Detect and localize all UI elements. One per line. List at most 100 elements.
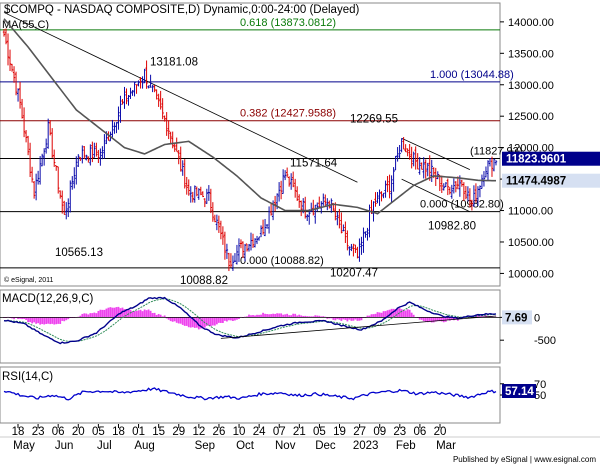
price-tag-box [502, 151, 600, 166]
macd-histogram-bar [95, 313, 98, 318]
macd-histogram-bar [167, 317, 170, 320]
macd-histogram-bar [151, 313, 154, 318]
macd-histogram-bar [254, 315, 256, 318]
macd-histogram-bar [434, 317, 437, 322]
x-tick-day: 26 [213, 426, 226, 438]
macd-histogram-bar [298, 314, 301, 318]
macd-histogram-bar [228, 317, 230, 321]
macd-histogram-bar [366, 315, 369, 318]
macd-histogram-bar [432, 317, 435, 323]
macd-histogram-bar [354, 317, 357, 320]
channel-upper-line [401, 137, 471, 171]
ma55-line [3, 18, 497, 215]
macd-histogram-bar [39, 317, 42, 325]
price-annotation: 13181.08 [150, 56, 198, 68]
macd-histogram-bar [193, 317, 196, 328]
macd-histogram-bar [440, 317, 443, 322]
macd-histogram-bar [85, 313, 88, 318]
macd-histogram-bar [316, 315, 319, 318]
macd-histogram-bar [318, 315, 321, 318]
macd-histogram-bar [223, 317, 226, 321]
macd-histogram-bar [133, 311, 136, 318]
macd-histogram-bar [215, 317, 218, 325]
macd-histogram-bar [330, 317, 333, 319]
macd-histogram-group [3, 306, 497, 330]
macd-histogram-bar [404, 310, 407, 318]
x-tick-day: 12 [192, 426, 205, 438]
macd-histogram-bar [99, 309, 102, 318]
macd-histogram-bar [388, 309, 391, 318]
price-annotation: 10207.47 [330, 267, 378, 279]
macd-histogram-bar [53, 317, 56, 325]
macd-histogram-bar [117, 306, 120, 318]
macd-histogram-bar [356, 317, 359, 321]
macd-histogram-bar [17, 317, 19, 319]
macd-histogram-bar [350, 317, 353, 321]
macd-histogram-bar [380, 312, 383, 318]
macd-histogram-bar [438, 317, 441, 322]
macd-histogram-bar [161, 316, 164, 318]
macd-histogram-bar [420, 317, 423, 320]
x-tick-day: 29 [172, 426, 185, 438]
x-tick-day: 15 [152, 426, 165, 438]
x-tick-month: Oct [236, 440, 255, 452]
macd-histogram-bar [274, 313, 277, 318]
macd-histogram-bar [408, 309, 411, 318]
macd-histogram-bar [143, 309, 146, 318]
macd-histogram-bar [207, 317, 210, 326]
macd-histogram-bar [107, 307, 110, 318]
macd-histogram-bar [179, 317, 182, 324]
macd-histogram-bar [185, 317, 188, 326]
macd-histogram-bar [91, 313, 94, 318]
macd-histogram-bar [65, 317, 68, 321]
x-tick-day: 23 [32, 426, 45, 438]
macd-histogram-bar [177, 317, 180, 324]
macd-histogram-bar [394, 308, 397, 318]
macd-histogram-bar [87, 314, 90, 318]
macd-histogram-bar [292, 313, 295, 318]
macd-histogram-bar [396, 307, 399, 318]
x-tick-month: 2023 [353, 440, 379, 452]
macd-histogram-bar [31, 317, 34, 324]
macd-histogram-bar [256, 314, 258, 318]
macd-tag-box [502, 310, 532, 325]
macd-histogram-bar [43, 317, 46, 325]
macd-histogram-bar [348, 317, 351, 320]
x-tick-month: May [13, 440, 35, 452]
price-y-tick-label: 13500.00 [508, 48, 554, 60]
x-tick-month: Jun [55, 440, 74, 452]
macd-histogram-bar [352, 317, 355, 321]
macd-histogram-bar [406, 309, 409, 318]
macd-histogram-bar [386, 310, 389, 318]
price-tag-box [502, 173, 600, 188]
x-tick-day: 21 [293, 426, 306, 438]
macd-histogram-bar [436, 317, 439, 322]
macd-histogram-bar [27, 317, 29, 323]
macd-histogram-bar [378, 312, 381, 318]
macd-histogram-bar [23, 317, 25, 319]
x-tick-day: 24 [253, 426, 266, 438]
macd-histogram-bar [191, 317, 194, 328]
macd-histogram-bar [368, 315, 371, 318]
macd-histogram-bar [79, 315, 82, 318]
macd-histogram-bar [83, 313, 86, 318]
macd-histogram-bar [63, 317, 66, 322]
macd-histogram-bar [113, 307, 116, 318]
x-tick-month: Feb [396, 440, 416, 452]
esignal-watermark: © eSignal, 2011 [4, 276, 54, 284]
macd-histogram-bar [175, 317, 178, 323]
macd-histogram-bar [250, 315, 252, 318]
macd-histogram-bar [183, 317, 186, 326]
macd-histogram-bar [328, 317, 331, 319]
macd-histogram-bar [125, 308, 128, 318]
macd-histogram-bar [29, 317, 32, 323]
candles-group [2, 28, 498, 272]
x-tick-day: 06 [52, 426, 65, 438]
x-tick-day: 07 [273, 426, 286, 438]
chart-title: $COMPQ - NASDAQ COMPOSITE,D) Dynamic,0:0… [4, 4, 359, 16]
macd-histogram-bar [412, 314, 415, 318]
macd-histogram-bar [169, 317, 172, 322]
rsi-y-tick-label: 70 [534, 379, 546, 391]
